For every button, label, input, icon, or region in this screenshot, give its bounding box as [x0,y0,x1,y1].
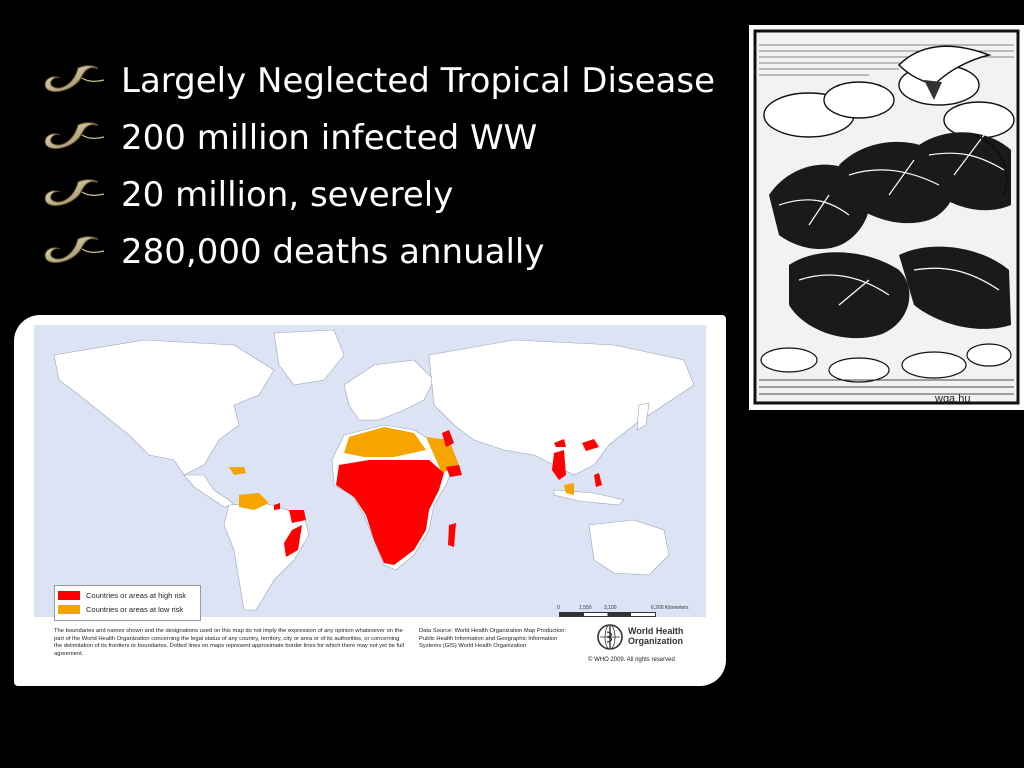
europe [343,359,435,421]
legend-label: Countries or areas at low risk [86,605,184,614]
high-risk-ne-brazil [289,510,306,523]
high-risk-philippines [594,473,602,487]
high-risk-sub-saharan-africa [336,460,444,565]
low-risk-cambodia [564,483,574,495]
low-risk-venezuela [239,493,269,510]
bullet-item: 280,000 deaths annually [38,229,718,286]
scale-tick-label: 0 [557,605,560,611]
australia [588,519,670,576]
indonesia [553,489,625,506]
worm-icon [44,122,105,149]
worm-icon [44,236,105,263]
central-america [183,474,235,508]
who-name-line: World Health [628,626,684,636]
high-risk-madagascar [448,523,456,547]
scale-bar-graphic [559,612,656,617]
bullet-text: Largely Neglected Tropical Disease [121,61,716,101]
high-risk-suriname [274,503,280,510]
high-risk-middle-east [442,430,454,447]
bullet-item: Largely Neglected Tropical Disease [38,58,718,115]
who-copyright: © WHO 2009. All rights reserved [588,657,675,663]
greenland [273,329,345,386]
high-risk-china [582,439,599,451]
who-name: World Health Organization [628,626,683,646]
north-america [53,339,275,476]
worm-icon [44,65,105,92]
legend-swatch-high [58,591,80,600]
bullet-list: Largely Neglected Tropical Disease 200 m… [38,58,718,286]
map-disclaimer: The boundaries and names shown and the d… [54,628,404,657]
woodcut-illustration [753,29,1020,405]
legend-swatch-low [58,605,80,614]
high-risk-yemen [446,465,462,477]
scale-tick-label: 6,200 Kilometers [651,605,689,611]
low-risk-caribbean [229,467,246,475]
scale-tick-label: 1,550 [579,605,592,611]
bullet-text: 280,000 deaths annually [121,232,545,272]
low-risk-north-africa [344,427,426,457]
woodcut-image: wga.hu [749,25,1024,410]
japan [636,402,650,431]
scale-tick-label: 3,100 [604,605,617,611]
world-map-shapes [53,329,695,611]
map-legend: Countries or areas at high risk Countrie… [54,585,201,621]
high-risk-china-sw [554,439,566,447]
legend-label: Countries or areas at high risk [86,591,187,600]
bullet-item: 20 million, severely [38,172,718,229]
worm-icon [44,179,105,206]
scale-bar: 0 1,550 3,100 6,200 Kilometers [557,605,704,624]
bullet-item: 200 million infected WW [38,115,718,172]
who-name-line: Organization [628,636,684,646]
who-logo-icon [597,624,623,650]
world-map: Countries or areas at high risk Countrie… [34,325,706,621]
map-data-source: Data Source: World Health Organization M… [419,628,567,650]
low-risk-arabia [426,437,459,473]
image-credit: wga.hu [935,393,971,405]
high-risk-laos [552,450,566,480]
high-risk-e-brazil [284,525,302,557]
who-risk-map: Countries or areas at high risk Countrie… [14,315,726,686]
asia [428,339,695,476]
bullet-text: 200 million infected WW [121,118,538,158]
bullet-text: 20 million, severely [121,175,454,215]
